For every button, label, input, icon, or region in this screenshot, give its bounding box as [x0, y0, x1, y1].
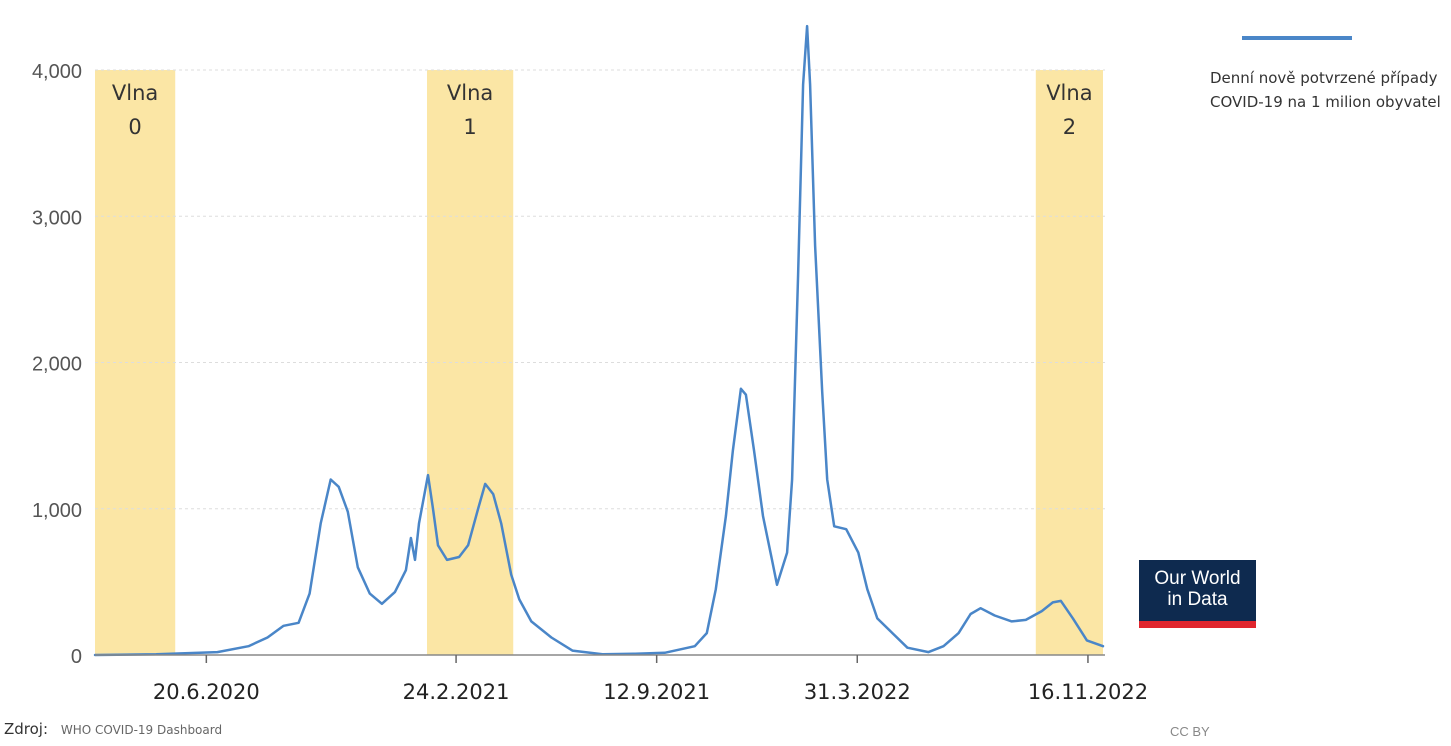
x-tick-label-0: 20.6.2020: [153, 680, 260, 704]
legend-series-swatch: [1242, 36, 1352, 40]
license-label: CC BY: [1170, 724, 1210, 739]
logo-accent-bar: [1139, 621, 1256, 628]
x-tick-label-1: 24.2.2021: [403, 680, 510, 704]
wave-band-label-1-line1: Vlna: [447, 81, 493, 105]
wave-band-label-0-line1: Vlna: [112, 81, 158, 105]
logo-line-2: in Data: [1167, 589, 1228, 610]
wave-band-label-0-line2: 0: [128, 115, 141, 139]
y-tick-label-1000: 1,000: [32, 500, 82, 522]
legend-series-label: Denní nově potvrzené případy COVID-19 na…: [1210, 69, 1441, 111]
series-line-layer: [93, 24, 1105, 657]
owid-logo: Our World in Data: [1139, 560, 1256, 628]
x-tick-label-3: 31.3.2022: [804, 680, 911, 704]
y-tick-labels: 0 1,000 2,000 3,000 4,000: [32, 61, 82, 668]
wave-band-labels: Vlna 0 Vlna 1 Vlna 2: [112, 81, 1093, 139]
y-tick-label-0: 0: [71, 646, 82, 668]
x-tick-label-2: 12.9.2021: [603, 680, 710, 704]
source-label: Zdroj:: [4, 720, 49, 738]
wave-band-label-2-line2: 2: [1063, 115, 1076, 139]
y-tick-label-4000: 4,000: [32, 61, 82, 83]
wave-band-label-2-line1: Vlna: [1046, 81, 1092, 105]
source-note: Zdroj: WHO COVID-19 Dashboard: [4, 720, 222, 738]
y-tick-label-3000: 3,000: [32, 207, 82, 229]
series-line-0: [93, 24, 1105, 657]
logo-line-1: Our World: [1154, 568, 1241, 589]
x-tick-label-4: 16.11.2022: [1028, 680, 1148, 704]
x-axis: [95, 654, 1105, 663]
wave-band-label-1-line2: 1: [463, 115, 476, 139]
source-value: WHO COVID-19 Dashboard: [60, 723, 223, 737]
y-tick-label-2000: 2,000: [32, 354, 82, 376]
x-tick-labels: 20.6.2020 24.2.2021 12.9.2021 31.3.2022 16.1…: [153, 680, 1148, 704]
legend: Denní nově potvrzené případy COVID-19 na…: [1210, 36, 1446, 114]
gridlines: [95, 69, 1105, 510]
